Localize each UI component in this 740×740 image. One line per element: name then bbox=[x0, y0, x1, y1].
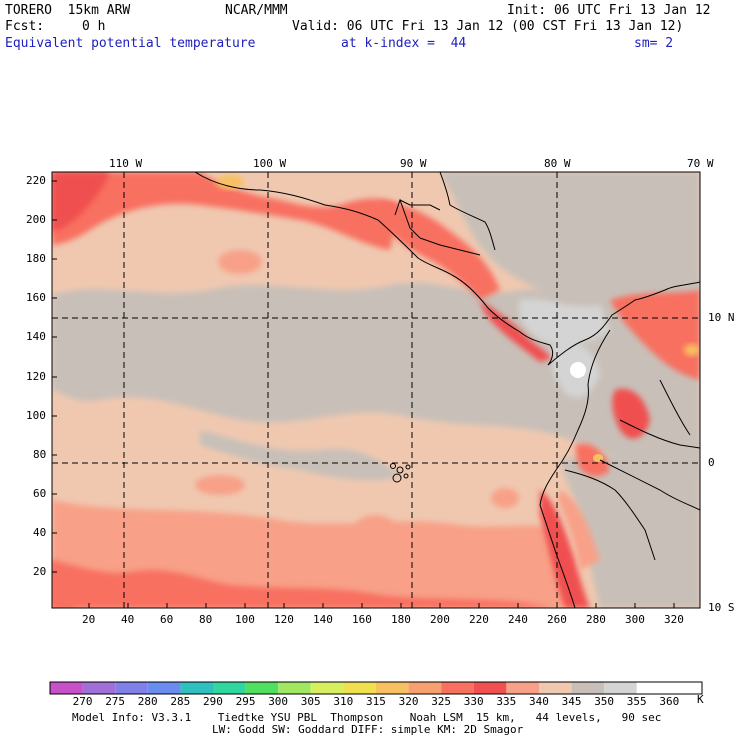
colorbar-swatch bbox=[473, 682, 507, 694]
colorbar-label: 285 bbox=[170, 695, 191, 708]
colorbar-swatch bbox=[376, 682, 409, 694]
colorbar-swatch bbox=[310, 682, 344, 694]
colorbar-label: 325 bbox=[431, 695, 452, 708]
k-index-label: at k-index = 44 bbox=[341, 36, 467, 51]
colorbar-label: 360 bbox=[659, 695, 680, 708]
colorbar-swatch bbox=[115, 682, 148, 694]
colorbar-swatch bbox=[441, 682, 474, 694]
init-time: Init: 06 UTC Fri 13 Jan 12 bbox=[507, 3, 711, 18]
colorbar bbox=[49, 681, 703, 695]
colorbar-label: 340 bbox=[529, 695, 549, 708]
colorbar-swatch bbox=[669, 682, 702, 694]
axis-ticks bbox=[52, 180, 675, 608]
y-tick-label: 180 bbox=[26, 252, 46, 265]
colorbar-border bbox=[49, 681, 703, 695]
x-tick-label: 20 bbox=[82, 613, 96, 626]
x-tick-label: 220 bbox=[469, 613, 489, 626]
forecast-hour: 0 h bbox=[82, 19, 106, 34]
colorbar-swatch bbox=[245, 682, 279, 694]
colorbar-swatch bbox=[343, 682, 376, 694]
colorbar-label: 330 bbox=[463, 695, 484, 708]
colorbar-label: 280 bbox=[137, 695, 158, 708]
colorbar-swatch bbox=[50, 682, 83, 694]
y-tick-label: 160 bbox=[26, 291, 46, 304]
x-tick-label: 240 bbox=[508, 613, 528, 626]
y-tick-label: 100 bbox=[26, 409, 46, 422]
colorbar-swatch bbox=[539, 682, 572, 694]
lon-label-110w: 110 W bbox=[109, 157, 143, 170]
x-tick-label: 40 bbox=[121, 613, 135, 626]
x-tick-label: 80 bbox=[199, 613, 213, 626]
x-tick-label: 140 bbox=[313, 613, 333, 626]
colorbar-label: 355 bbox=[626, 695, 647, 708]
lat-label-10n: 10 N bbox=[708, 311, 735, 324]
model-title: TORERO 15km ARW bbox=[5, 3, 131, 18]
x-tick-label: 60 bbox=[160, 613, 174, 626]
organization-label: NCAR/MMM bbox=[225, 3, 288, 18]
colorbar-label: 320 bbox=[398, 695, 419, 708]
colorbar-swatch bbox=[604, 682, 637, 694]
colorbar-label: 270 bbox=[72, 695, 93, 708]
colorbar-label: 275 bbox=[105, 695, 126, 708]
model-info: Model Info: V3.3.1 Tiedtke YSU PBL Thomp… bbox=[72, 711, 662, 724]
theta-e-field bbox=[52, 172, 700, 608]
physics-info: LW: Godd SW: Goddard DIFF: simple KM: 2D… bbox=[212, 723, 524, 736]
valid-time: Valid: 06 UTC Fri 13 Jan 12 (00 CST Fri … bbox=[292, 19, 684, 34]
lon-label-100w: 100 W bbox=[253, 157, 287, 170]
colorbar-label: 345 bbox=[561, 695, 582, 708]
map-frame bbox=[51, 171, 701, 609]
y-tick-label: 80 bbox=[33, 448, 47, 461]
x-tick-label: 160 bbox=[352, 613, 372, 626]
colorbar-swatch bbox=[571, 682, 605, 694]
lat-lon-grid bbox=[52, 172, 700, 608]
x-tick-label: 260 bbox=[547, 613, 567, 626]
lat-label-10s: 10 S bbox=[708, 601, 735, 614]
lon-label-90w: 90 W bbox=[400, 157, 427, 170]
colorbar-swatch bbox=[82, 682, 116, 694]
lon-label-70w: 70 W bbox=[687, 157, 714, 170]
colorbar-swatch bbox=[180, 682, 213, 694]
colorbar-unit: K bbox=[697, 693, 704, 706]
x-tick-label: 180 bbox=[391, 613, 411, 626]
y-tick-label: 200 bbox=[26, 213, 46, 226]
x-tick-label: 200 bbox=[430, 613, 450, 626]
colorbar-label: 300 bbox=[268, 695, 289, 708]
y-tick-label: 20 bbox=[33, 565, 47, 578]
x-tick-label: 300 bbox=[625, 613, 645, 626]
colorbar-label: 295 bbox=[235, 695, 256, 708]
colorbar-label: 315 bbox=[366, 695, 386, 708]
y-tick-label: 120 bbox=[26, 370, 46, 383]
y-tick-label: 60 bbox=[33, 487, 47, 500]
colorbar-label: 290 bbox=[203, 695, 223, 708]
forecast-label: Fcst: bbox=[5, 19, 45, 34]
x-tick-label: 320 bbox=[664, 613, 684, 626]
colorbar-swatch bbox=[213, 682, 246, 694]
lon-label-80w: 80 W bbox=[544, 157, 571, 170]
colorbar-swatch bbox=[408, 682, 442, 694]
colorbar-label: 310 bbox=[333, 695, 354, 708]
lat-label-0: 0 bbox=[708, 456, 715, 469]
y-tick-label: 40 bbox=[33, 526, 47, 539]
colorbar-label: 350 bbox=[594, 695, 615, 708]
smoothing-label: sm= 2 bbox=[634, 36, 674, 51]
x-tick-label: 280 bbox=[586, 613, 606, 626]
field-name: Equivalent potential temperature bbox=[5, 36, 256, 51]
colorbar-label: 335 bbox=[496, 695, 517, 708]
colorbar-swatch bbox=[636, 682, 670, 694]
y-tick-label: 140 bbox=[26, 330, 46, 343]
x-tick-label: 120 bbox=[274, 613, 294, 626]
colorbar-swatch bbox=[506, 682, 539, 694]
colorbar-swatch bbox=[278, 682, 311, 694]
y-tick-label: 220 bbox=[26, 174, 46, 187]
colorbar-swatch bbox=[147, 682, 181, 694]
colorbar-label: 305 bbox=[300, 695, 321, 708]
x-tick-label: 100 bbox=[235, 613, 255, 626]
coastlines bbox=[194, 172, 700, 608]
